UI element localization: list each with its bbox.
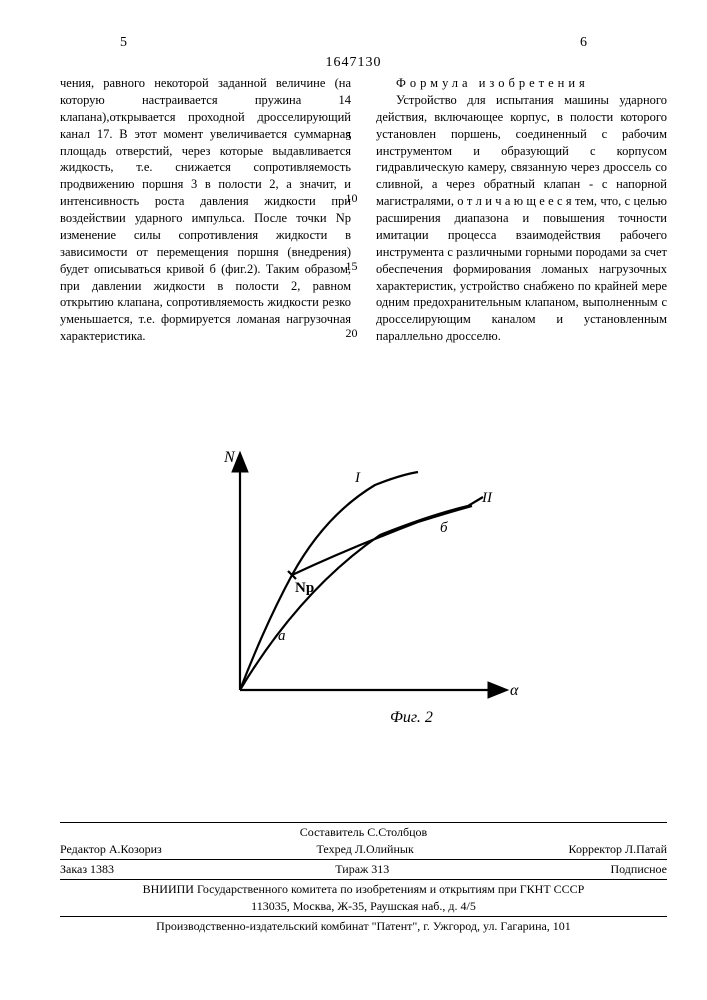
page-number-left: 5: [120, 35, 127, 51]
curve-II-label: II: [481, 490, 493, 506]
chart-svg: N α I II а б Nр Фиг. 2: [200, 440, 540, 740]
formula-title: Формула изобретения: [376, 75, 667, 92]
techred: Техред Л.Олийнык: [317, 842, 414, 857]
circulation: Тираж 313: [335, 862, 389, 877]
order-number: Заказ 1383: [60, 862, 114, 877]
y-axis-label: N: [223, 449, 236, 466]
curve-a-label: а: [278, 628, 286, 644]
figure-2-chart: N α I II а б Nр Фиг. 2: [200, 440, 540, 740]
compiler: Составитель С.Столбцов: [60, 825, 667, 840]
printer-line: Производственно-издательский комбинат "П…: [60, 919, 667, 934]
page-number-right: 6: [580, 35, 587, 51]
text-body: чения, равного некоторой заданной величи…: [60, 75, 667, 345]
left-column: чения, равного некоторой заданной величи…: [60, 75, 351, 345]
curve-I: [292, 472, 418, 575]
x-axis-label: α: [510, 682, 519, 699]
corrector: Корректор Л.Патай: [569, 842, 667, 857]
figure-caption: Фиг. 2: [390, 709, 433, 726]
document-number: 1647130: [326, 55, 382, 71]
curve-I-label: I: [354, 470, 361, 486]
right-column-text: Устройство для испытания машины ударного…: [376, 92, 667, 345]
org-line-2: 113035, Москва, Ж-35, Раушская наб., д. …: [60, 899, 667, 914]
colophon: Составитель С.Столбцов Редактор А.Козори…: [60, 820, 667, 936]
right-column: Формула изобретения Устройство для испыт…: [376, 75, 667, 345]
editor: Редактор А.Козориз: [60, 842, 162, 857]
subscription: Подписное: [610, 862, 667, 877]
curve-b-label: б: [440, 520, 448, 536]
org-line-1: ВНИИПИ Государственного комитета по изоб…: [60, 882, 667, 897]
curve-segment-b: [292, 506, 472, 575]
np-point-label: Nр: [295, 580, 314, 596]
